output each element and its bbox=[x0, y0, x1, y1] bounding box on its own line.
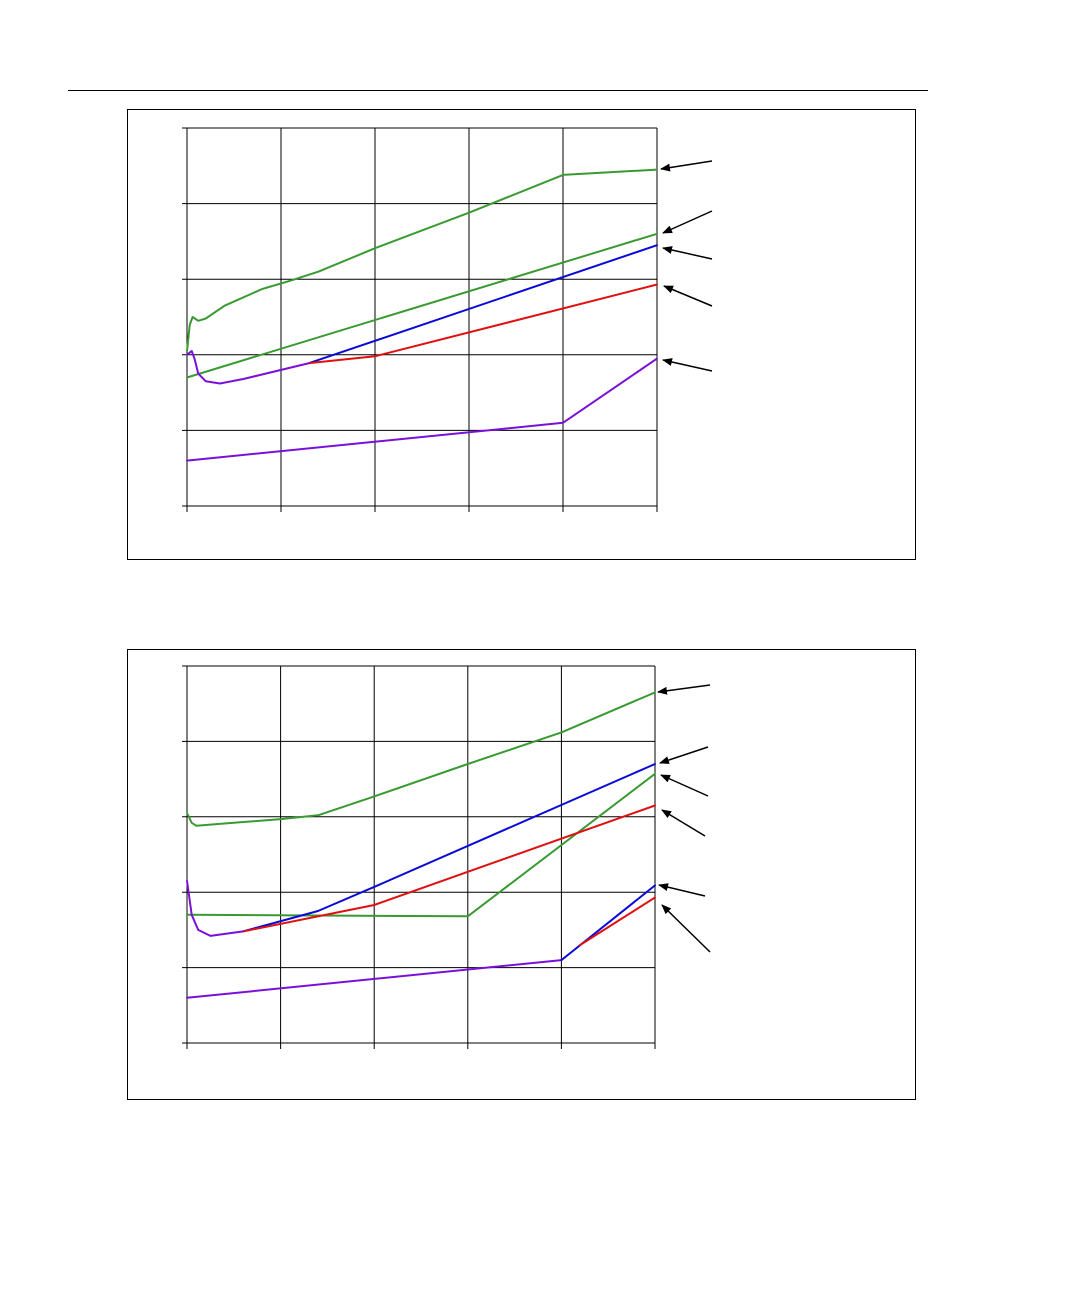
chart-1 bbox=[182, 127, 713, 512]
header-rule bbox=[68, 90, 928, 91]
series-line-green-1 bbox=[186, 168, 658, 352]
series-line-purple-6 bbox=[186, 959, 563, 999]
series-line-red-4 bbox=[242, 804, 656, 933]
annotation-arrow bbox=[661, 904, 711, 953]
series-line-purple-5 bbox=[186, 879, 245, 937]
annotation-arrow bbox=[658, 883, 706, 897]
annotation-arrow bbox=[657, 684, 711, 695]
series-line-green-2 bbox=[186, 232, 658, 379]
chart-frame-top bbox=[127, 109, 916, 560]
series-line-blue-3 bbox=[308, 244, 658, 365]
series-line-red-4 bbox=[308, 283, 658, 365]
series-line-green-2 bbox=[186, 772, 656, 918]
series-line-blue-3 bbox=[242, 763, 656, 933]
annotation-arrow bbox=[662, 358, 713, 372]
series-line-red-8 bbox=[579, 896, 656, 946]
annotation-arrow bbox=[661, 809, 706, 837]
series-line-blue-7 bbox=[560, 884, 656, 962]
series-line-purple-5 bbox=[186, 350, 311, 385]
chart-2 bbox=[182, 665, 711, 1049]
annotation-arrow bbox=[659, 746, 709, 764]
series-line-green-1 bbox=[186, 691, 656, 827]
annotation-arrow bbox=[660, 774, 709, 797]
annotation-arrow bbox=[662, 246, 713, 260]
annotation-arrow bbox=[660, 160, 713, 172]
series-line-purple-6 bbox=[186, 357, 658, 462]
annotation-arrow bbox=[662, 210, 713, 234]
annotation-arrow bbox=[663, 285, 713, 307]
